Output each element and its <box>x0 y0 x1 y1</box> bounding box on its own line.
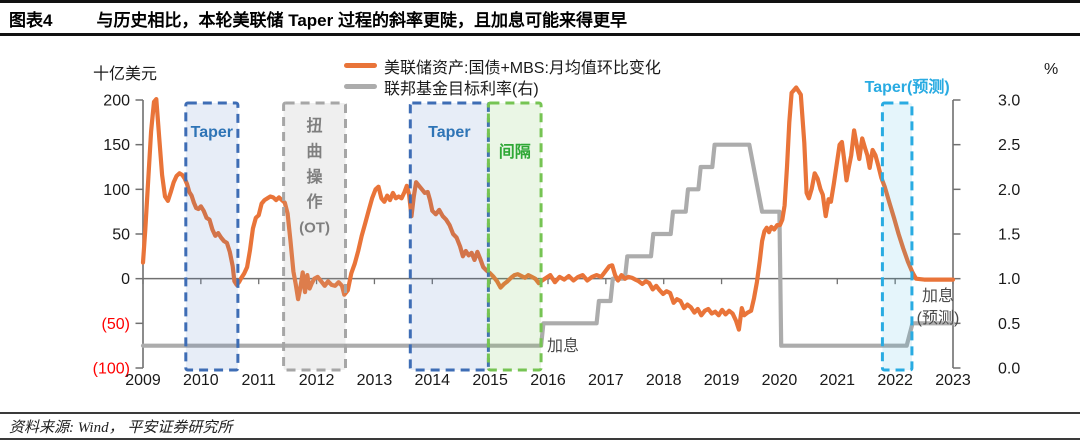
right-axis-tick-label: 1.5 <box>998 227 1020 244</box>
right-axis-tick-label: 2.5 <box>998 137 1020 154</box>
figure-header: 图表4 与历史相比，本轮美联储 Taper 过程的斜率更陡，且加息可能来得更早 <box>0 0 1080 36</box>
region-box-4 <box>880 101 914 372</box>
legend-label-fed-funds-rate: 联邦基金目标利率(右) <box>384 80 539 98</box>
x-axis-year-label: 2023 <box>935 372 971 389</box>
right-axis-tick-label: 0.5 <box>998 316 1020 333</box>
left-axis-tick-label: 200 <box>103 93 130 110</box>
x-axis-year-label: 2022 <box>877 372 913 389</box>
region-label-char: 作 <box>307 192 323 211</box>
legend-item-fed-assets: 美联储资产:国债+MBS:月均值环比变化 <box>344 55 661 77</box>
region-label-char: 曲 <box>307 142 323 160</box>
left-axis-tick-label: (100) <box>93 361 130 378</box>
region-label-char: 操 <box>307 167 324 186</box>
region-box-1 <box>282 101 348 372</box>
x-axis-year-label: 2021 <box>819 372 855 389</box>
region-label-char: 扭 <box>307 116 323 135</box>
x-axis-year-label: 2010 <box>183 372 219 389</box>
left-axis-tick-label: 100 <box>103 182 130 199</box>
fed-assets-series-line <box>140 85 956 332</box>
source-note: 资料来源: Wind， 平安证券研究所 <box>9 419 233 436</box>
fed-funds-rate-line-swatch <box>344 84 377 89</box>
chart-legend: 美联储资产:国债+MBS:月均值环比变化 联邦基金目标利率(右) <box>344 55 661 98</box>
right-axis-tick-label: 3.0 <box>998 93 1020 110</box>
x-axis-year-label: 2009 <box>125 372 161 389</box>
x-axis-year-label: 2017 <box>588 372 624 389</box>
legend-item-fed-funds-rate: 联邦基金目标利率(右) <box>344 76 661 98</box>
figure-tag: 图表4 <box>9 10 53 30</box>
figure-footer: 资料来源: Wind， 平安证券研究所 <box>0 412 1080 440</box>
region-label: Taper <box>428 124 470 141</box>
region-label: 间隔 <box>499 142 531 161</box>
region-box-2 <box>408 101 490 372</box>
left-axis-tick-label: 150 <box>103 137 130 154</box>
x-axis-year-label: 2012 <box>299 372 335 389</box>
x-axis-year-label: 2014 <box>414 372 450 389</box>
figure-title: 与历史相比，本轮美联储 Taper 过程的斜率更陡，且加息可能来得更早 <box>96 10 627 30</box>
right-axis-tick-label: 0.0 <box>998 361 1020 378</box>
left-axis-unit-label: 十亿美元 <box>93 66 158 83</box>
annotation-rate-hike-forecast: 加息 <box>922 287 954 305</box>
region-box-0 <box>184 101 240 372</box>
x-axis-year-label: 2020 <box>762 372 798 389</box>
fed-assets-line-swatch <box>344 63 377 68</box>
region-label: Taper(预测) <box>865 77 950 96</box>
x-axis-year-label: 2013 <box>357 372 393 389</box>
region-label: Taper <box>191 124 233 141</box>
left-axis-tick-label: (50) <box>102 316 130 333</box>
annotation-rate-hike: 加息 <box>547 337 579 355</box>
right-axis-unit-label: % <box>1044 61 1059 78</box>
x-axis-year-label: 2016 <box>530 372 566 389</box>
region-label-suffix: (OT) <box>299 220 330 237</box>
annotation-rate-hike-forecast: (预测) <box>917 309 960 327</box>
legend-label-fed-assets: 美联储资产:国债+MBS:月均值环比变化 <box>384 59 661 77</box>
region-box-3 <box>486 101 543 372</box>
x-axis-year-label: 2011 <box>242 372 277 389</box>
x-axis-year-label: 2018 <box>646 372 682 389</box>
right-axis-tick-label: 2.0 <box>998 182 1020 199</box>
x-axis-year-label: 2019 <box>704 372 740 389</box>
left-axis-tick-label: 50 <box>112 227 130 244</box>
x-axis-year-label: 2015 <box>472 372 508 389</box>
left-axis-tick-label: 0 <box>121 271 130 288</box>
fed-funds-rate-series-line <box>140 142 956 348</box>
right-axis-tick-label: 1.0 <box>998 271 1020 288</box>
